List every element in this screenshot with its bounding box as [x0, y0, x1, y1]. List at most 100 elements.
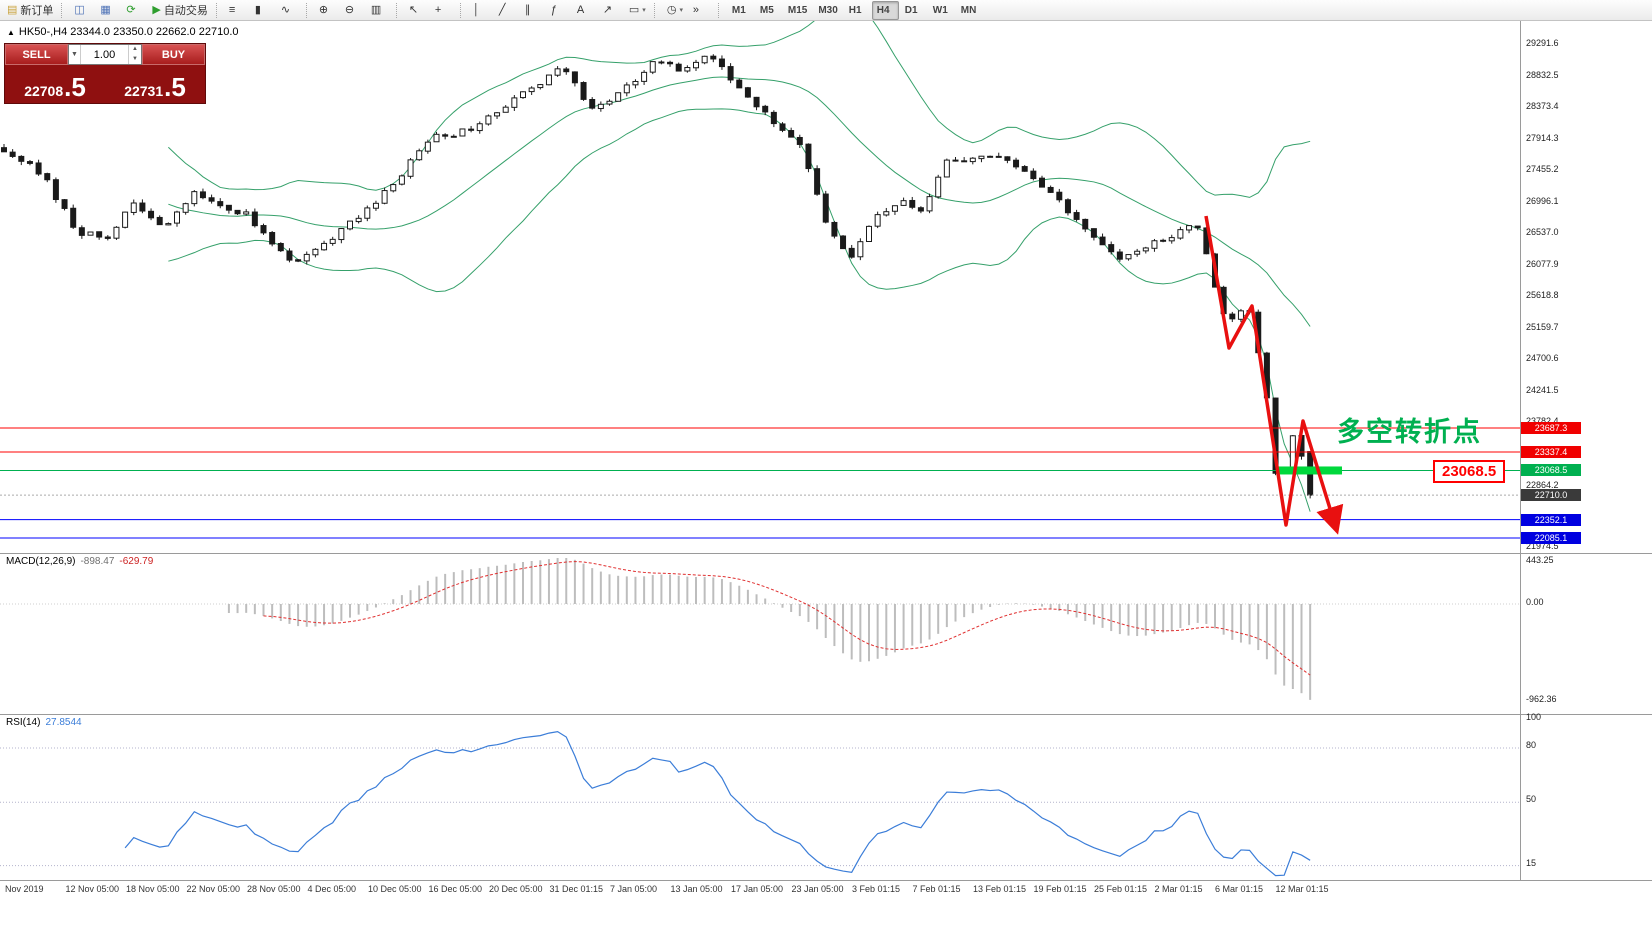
timeframe-m15-button[interactable]: M15 — [787, 4, 808, 16]
price-scale-label: 26537.0 — [1526, 227, 1559, 238]
line-chart-icon[interactable]: ∿ — [277, 1, 302, 20]
macd-indicator-label: MACD(12,26,9) -898.47 -629.79 — [6, 556, 153, 567]
chart-window-icon[interactable]: ◫ — [70, 1, 95, 20]
timeframe-h4-button[interactable]: H4 — [871, 0, 899, 20]
channel-tool-button[interactable]: ∥ — [521, 1, 546, 20]
time-axis-label: 16 Dec 05:00 — [428, 884, 483, 894]
rsi-name: RSI(14) — [6, 717, 41, 728]
time-axis-label: 20 Dec 05:00 — [489, 884, 543, 894]
rsi-scale-label: 50 — [1526, 794, 1537, 804]
price-line-label-23687.3[interactable]: 23687.3 — [1521, 421, 1581, 434]
price-scale-label: 21974.5 — [1526, 540, 1559, 551]
time-axis-label: 4 Dec 05:00 — [307, 884, 357, 894]
text-tool-icon: A — [576, 3, 585, 16]
price-scale-label: 24700.6 — [1526, 353, 1559, 364]
macd-signal-value: -629.79 — [119, 556, 154, 567]
volume-down-icon[interactable]: ▼ — [132, 55, 138, 62]
macd-scale-label: 443.25 — [1526, 555, 1554, 565]
toolbar-separator — [717, 2, 723, 18]
time-axis-label: 12 Mar 01:15 — [1275, 884, 1329, 894]
arrow-tool-button[interactable]: ↗ — [599, 1, 624, 20]
indicators-clock-button[interactable]: ◷ ▾ — [663, 1, 688, 20]
price-scale-label: 23782.4 — [1526, 416, 1559, 427]
vertical-line-tool-icon: │ — [472, 3, 480, 16]
price-scale-label: 26077.9 — [1526, 258, 1559, 269]
price-scale-label: 26996.1 — [1526, 195, 1559, 206]
macd-scale-label: -962.36 — [1526, 694, 1557, 704]
bid-big-digit: .5 — [64, 72, 86, 102]
time-axis-label: 31 Dec 01:15 — [549, 884, 604, 894]
toolbar-separator — [61, 2, 66, 18]
bar-chart-icon[interactable]: ≡ — [225, 1, 250, 20]
chart-window-icon-icon: ◫ — [74, 3, 85, 16]
chart-symbol-header: ▲ HK50-,H4 23344.0 23350.0 22662.0 22710.… — [7, 26, 239, 38]
time-axis-label: 3 Feb 01:15 — [852, 884, 901, 894]
shapes-tool-button[interactable]: ▭ ▾ — [625, 1, 650, 20]
price-scale-label: 22864.2 — [1526, 479, 1559, 490]
annotation-text[interactable]: 多空转折点 — [1337, 417, 1482, 447]
cursor-tool-icon: ↖ — [408, 3, 419, 16]
time-axis-label: 18 Nov 05:00 — [126, 884, 180, 894]
bid-price[interactable]: 22708.5 — [5, 65, 105, 103]
rsi-scale-label: 80 — [1526, 740, 1537, 750]
volume-up-icon[interactable]: ▲ — [132, 46, 138, 52]
timeframe-h1-button[interactable]: H1 — [848, 4, 862, 16]
toolbar-separator — [215, 2, 221, 18]
text-tool-button[interactable]: A — [573, 1, 598, 20]
fibonacci-tool-icon: ƒ — [550, 3, 557, 16]
auto-trading-button[interactable]: ▶ 自动交易 — [148, 1, 211, 20]
macd-main-value: -898.47 — [80, 556, 115, 567]
price-scale-label: 27455.2 — [1526, 164, 1559, 175]
chart-shift-button[interactable]: » — [689, 1, 714, 20]
zoom-in-button[interactable]: ⊕ — [315, 1, 340, 20]
ask-price[interactable]: 22731.5 — [105, 65, 205, 103]
price-scale-label: 29291.6 — [1526, 37, 1559, 48]
tile-windows-button[interactable]: ▥ — [367, 1, 392, 20]
trendline-tool-button[interactable]: ╱ — [495, 1, 520, 20]
time-axis-label: 2 Mar 01:15 — [1154, 884, 1203, 894]
shapes-tool-icon: ▭ — [628, 3, 640, 16]
trendline-tool-icon: ╱ — [498, 3, 506, 16]
price-scale-label: 25618.8 — [1526, 290, 1559, 301]
buy-button[interactable]: BUY — [142, 44, 205, 65]
cursor-tool-button[interactable]: ↖ — [405, 1, 430, 20]
ask-big-digit: .5 — [164, 72, 186, 102]
indicators-clock-icon: ◷ — [666, 3, 677, 16]
auto-trading-button-label: 自动交易 — [163, 5, 208, 17]
chart-ohlc-text: HK50-,H4 23344.0 23350.0 22662.0 22710.0 — [18, 26, 239, 38]
timeframe-w1-button[interactable]: W1 — [932, 4, 948, 16]
price-line-label-22710.0: 22710.0 — [1521, 489, 1581, 502]
candlestick-chart-icon[interactable]: ▮ — [251, 1, 276, 20]
time-axis-label: 22 Nov 05:00 — [186, 884, 241, 894]
price-line-label-23337.4[interactable]: 23337.4 — [1521, 445, 1581, 458]
price-tag-label[interactable]: 23068.5 — [1433, 460, 1506, 483]
fibonacci-tool-button[interactable]: ƒ — [547, 1, 572, 20]
new-order-button[interactable]: ▤ 新订单 — [3, 1, 57, 20]
time-axis-label: 13 Jan 05:00 — [670, 884, 723, 894]
toolbar-separator — [395, 2, 401, 18]
profiles-icon[interactable]: ▦ — [96, 1, 121, 20]
macd-name: MACD(12,26,9) — [6, 556, 76, 567]
volume-dropdown-icon[interactable]: ▼ — [69, 45, 81, 64]
rsi-indicator-label: RSI(14) 27.8544 — [6, 717, 82, 728]
price-line-label-23068.5[interactable]: 23068.5 — [1521, 464, 1581, 477]
vertical-line-tool-button[interactable]: │ — [469, 1, 494, 20]
crosshair-tool-button[interactable]: + — [431, 1, 456, 20]
price-line-label-22352.1[interactable]: 22352.1 — [1521, 513, 1581, 526]
timeframe-m1-button[interactable]: M1 — [731, 4, 746, 16]
profiles-icon-icon: ▦ — [100, 3, 111, 16]
refresh-icon[interactable]: ⟳ — [122, 1, 147, 20]
price-line-label-22085.1[interactable]: 22085.1 — [1521, 532, 1581, 545]
chart-collapse-icon[interactable]: ▲ — [7, 28, 15, 37]
sell-button[interactable]: SELL — [5, 44, 68, 65]
zoom-out-button[interactable]: ⊖ — [341, 1, 366, 20]
line-chart-icon-icon: ∿ — [280, 3, 291, 16]
timeframe-m30-button[interactable]: M30 — [818, 4, 838, 16]
price-scale-label: 27914.3 — [1526, 132, 1559, 143]
timeframe-d1-button[interactable]: D1 — [904, 4, 918, 16]
volume-input[interactable] — [81, 45, 128, 64]
timeframe-m5-button[interactable]: M5 — [759, 4, 774, 16]
timeframe-mn-button[interactable]: MN — [960, 4, 977, 16]
toolbar-separator — [653, 2, 659, 18]
